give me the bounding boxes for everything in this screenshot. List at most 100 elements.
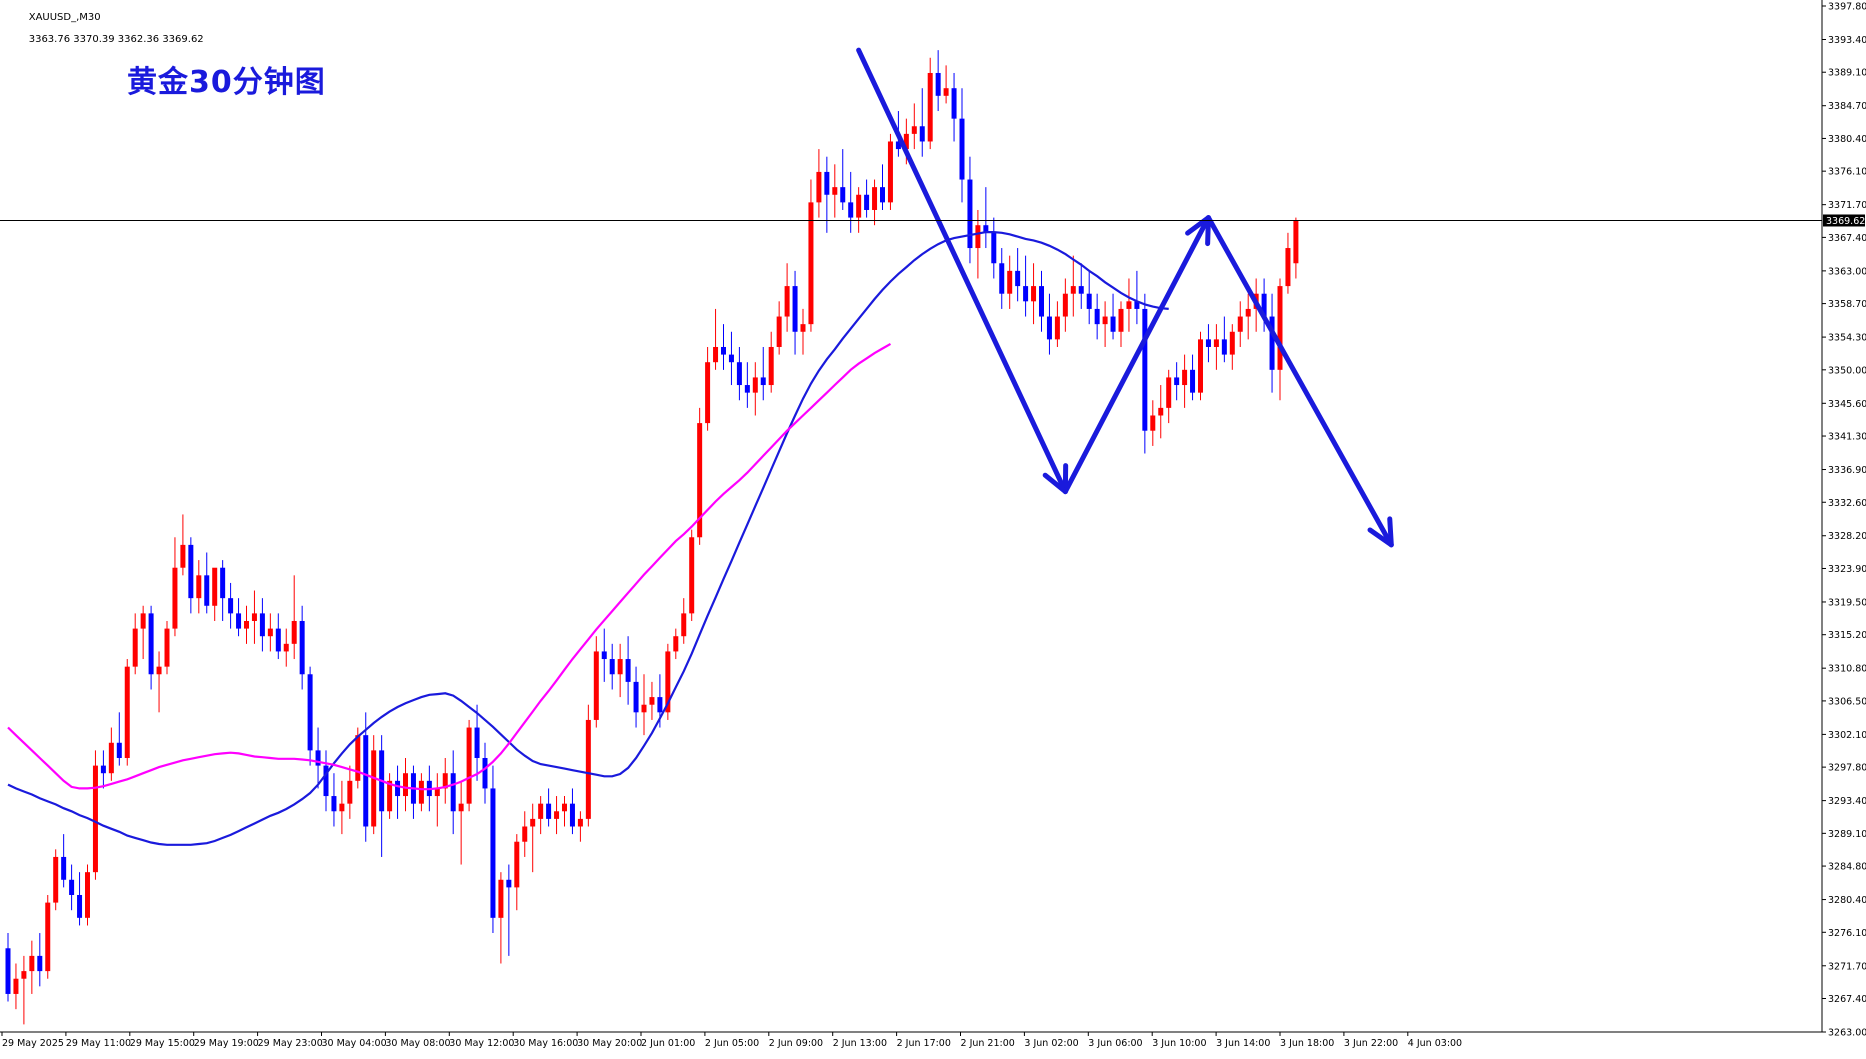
candle-body <box>514 841 520 888</box>
candle <box>1142 293 1148 454</box>
candle <box>538 796 544 835</box>
candle-body <box>689 537 695 614</box>
candle-body <box>768 346 774 386</box>
candle <box>1166 369 1172 424</box>
candle <box>506 864 512 956</box>
candle <box>1134 270 1140 325</box>
candle-body <box>466 727 472 804</box>
candle <box>617 643 623 698</box>
candle-body <box>434 788 440 797</box>
candle-body <box>1054 316 1060 340</box>
candle-body <box>721 346 726 355</box>
candle <box>1150 400 1156 446</box>
candle-body <box>418 780 424 804</box>
candle-body <box>617 659 623 675</box>
candle <box>1078 263 1084 309</box>
candle-body <box>633 681 639 713</box>
candle-body <box>1285 248 1291 287</box>
candle <box>132 613 138 675</box>
candle <box>848 171 854 233</box>
candle <box>498 872 504 964</box>
candle <box>1237 301 1243 347</box>
candle <box>434 773 440 827</box>
candle <box>776 301 782 355</box>
candle-body <box>681 613 687 637</box>
candle-body <box>927 72 933 142</box>
price-tick-label: 3276.10 <box>1828 928 1866 939</box>
candle-body <box>1198 339 1203 393</box>
candle <box>1245 293 1251 340</box>
candle-body <box>1213 339 1219 347</box>
candle <box>363 712 369 842</box>
candle-body <box>951 88 957 119</box>
candle <box>808 179 814 332</box>
candle-body <box>482 757 488 789</box>
candle <box>220 560 226 621</box>
time-tick-label: 2 Jun 05:00 <box>705 1038 759 1049</box>
price-tick-label: 3332.60 <box>1828 498 1866 509</box>
candle-body <box>903 133 909 150</box>
time-tick-label: 4 Jun 03:00 <box>1408 1038 1462 1049</box>
price-tick-label: 3376.10 <box>1828 167 1866 178</box>
candle-body <box>53 856 59 903</box>
candle <box>728 331 734 386</box>
candle <box>697 407 703 545</box>
candle-body <box>1277 286 1283 370</box>
candle-body <box>21 971 27 979</box>
candle-body <box>593 651 599 720</box>
price-tick-label: 3328.20 <box>1828 531 1866 542</box>
candle-body <box>164 628 170 667</box>
candle-body <box>1134 301 1140 309</box>
candle <box>283 628 289 667</box>
candle <box>1094 293 1100 340</box>
candle-body <box>92 765 98 873</box>
candle <box>585 704 591 827</box>
candle-body <box>5 948 11 994</box>
candle-body <box>395 780 401 797</box>
candle-body <box>251 613 257 621</box>
candle-body <box>832 187 838 195</box>
candle-body <box>228 598 234 614</box>
candle-body <box>1237 316 1243 332</box>
time-tick-label: 30 May 08:00 <box>385 1038 450 1049</box>
candle <box>991 217 997 279</box>
candle-body <box>1221 339 1227 355</box>
candle-body <box>204 575 210 606</box>
candle <box>116 712 122 766</box>
candle-body <box>577 818 583 827</box>
candle <box>188 537 194 614</box>
time-tick-label: 30 May 20:00 <box>577 1038 642 1049</box>
candle <box>100 750 106 789</box>
candle-body <box>538 803 544 819</box>
candle-body <box>697 423 703 538</box>
candle-body <box>442 773 448 789</box>
candle-body <box>212 567 218 606</box>
candle <box>975 209 981 279</box>
candle-body <box>856 194 862 218</box>
candle <box>13 963 19 1010</box>
candle <box>649 681 655 720</box>
trend-arrow-shaft <box>1205 215 1394 548</box>
candle-body <box>450 773 456 812</box>
candle-body <box>935 72 941 96</box>
candle <box>244 605 249 644</box>
candle <box>721 324 726 370</box>
price-tick-label: 3306.50 <box>1828 696 1866 707</box>
candle <box>92 750 98 880</box>
candle-body <box>275 628 281 652</box>
trend-arrow-shaft <box>1062 215 1211 495</box>
price-tick-label: 3389.10 <box>1828 68 1866 79</box>
price-tick-label: 3297.80 <box>1828 763 1866 774</box>
candle <box>85 864 90 926</box>
candle-body <box>490 788 496 918</box>
candle <box>1269 293 1275 393</box>
candle-body <box>554 811 560 819</box>
candle-body <box>792 286 798 332</box>
candle-body <box>1158 407 1164 416</box>
candle-body <box>323 765 329 797</box>
candle <box>840 149 846 210</box>
candle <box>1213 324 1219 370</box>
candle <box>331 773 337 827</box>
